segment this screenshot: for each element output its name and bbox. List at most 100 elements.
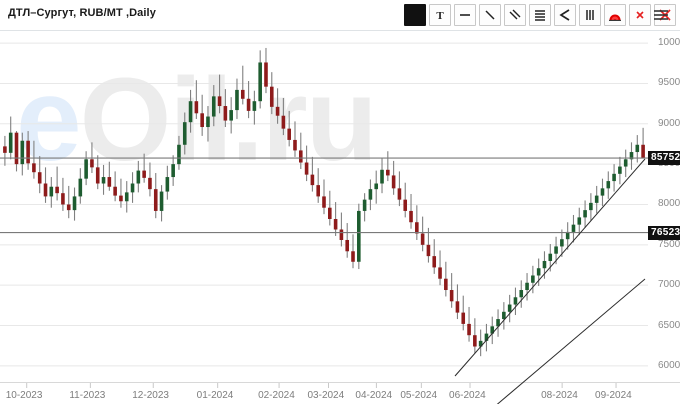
- candle-body-up: [130, 183, 135, 193]
- candle-body-down: [287, 128, 291, 140]
- candle-body-down: [148, 177, 152, 190]
- text-icon: T: [436, 10, 444, 22]
- candle-body-down: [420, 233, 425, 245]
- candle-body-down: [194, 101, 199, 114]
- candle-body-up: [374, 183, 379, 190]
- vertical-lines-button[interactable]: [579, 4, 601, 26]
- candle-body-up: [49, 186, 54, 197]
- candlestick-svg: [0, 42, 680, 404]
- red-arcs-icon: [609, 14, 621, 21]
- candle-body-down: [641, 144, 645, 159]
- date-axis-label: 03-2024: [307, 390, 345, 401]
- candle-body-down: [473, 335, 477, 347]
- candle-body-down: [55, 186, 59, 194]
- chart-plot-area[interactable]: eOil.ru 60000650007000075000800008500090…: [0, 31, 680, 404]
- svg-text:T: T: [436, 10, 444, 22]
- candle-body-down: [3, 146, 7, 153]
- candle-body-up: [72, 196, 77, 211]
- candle-body-up: [368, 189, 373, 200]
- candle-body-down: [37, 172, 42, 184]
- channel-upper-trendline[interactable]: [454, 158, 646, 377]
- candle-body-up: [484, 333, 489, 341]
- candle-body-down: [438, 267, 442, 279]
- candle-body-down: [264, 62, 268, 87]
- candle-body-down: [240, 89, 245, 99]
- candle-body-up: [623, 159, 628, 167]
- candle-body-down: [217, 96, 222, 107]
- candle-body-down: [415, 222, 419, 234]
- candle-body-up: [258, 62, 262, 102]
- candle-body-up: [513, 297, 518, 305]
- candle-body-down: [107, 177, 112, 187]
- horizontal-line-button[interactable]: [454, 4, 476, 26]
- candle-body-down: [426, 244, 431, 257]
- candle-body-up: [600, 188, 605, 196]
- candle-body-up: [496, 319, 500, 327]
- candle-body-up: [606, 181, 611, 189]
- channel-lower-trendline[interactable]: [487, 278, 646, 404]
- candle-body-down: [275, 106, 280, 116]
- horizontal-line-icon: [460, 14, 470, 16]
- vertical-bars-icon: [586, 10, 594, 20]
- fan-lines-button[interactable]: [554, 4, 576, 26]
- horizontal-levels-button[interactable]: [529, 4, 551, 26]
- candle-body-down: [455, 301, 460, 313]
- candle-body-down: [293, 139, 297, 151]
- chart-header: ДТЛ–Сургут, RUB/MT ,Daily T: [0, 0, 680, 31]
- candle-body-down: [316, 185, 320, 197]
- price-tag-lower: 76523: [648, 225, 680, 240]
- candle-body-up: [165, 177, 170, 192]
- candle-body-up: [577, 217, 582, 225]
- candle-body-down: [43, 183, 48, 197]
- candle-body-up: [252, 101, 257, 111]
- candle-body-up: [519, 290, 524, 298]
- candle-body-down: [449, 290, 454, 302]
- double-diagonal-line-icon: [509, 9, 521, 20]
- candle-body-down: [328, 207, 332, 220]
- date-axis-label: 04-2024: [355, 390, 393, 401]
- date-axis-label: 01-2024: [196, 390, 234, 401]
- drawing-toolbar: T: [404, 4, 676, 26]
- candle-body-up: [101, 177, 106, 184]
- price-axis-label: 90000: [658, 117, 680, 129]
- candle-body-up: [583, 210, 587, 218]
- candle-body-down: [397, 188, 402, 200]
- candle-body-down: [333, 219, 338, 230]
- delete-selected-button[interactable]: [629, 4, 651, 26]
- candle-body-down: [90, 159, 94, 168]
- candle-body-up: [235, 89, 239, 111]
- price-axis-label: 95000: [658, 77, 680, 89]
- candle-body-down: [26, 140, 30, 164]
- trendline-button[interactable]: [479, 4, 501, 26]
- price-axis-label: 60000: [658, 359, 680, 371]
- candle-body-up: [380, 169, 384, 184]
- candle-body-down: [119, 195, 123, 202]
- color-swatch-button[interactable]: [404, 4, 426, 26]
- candle-body-up: [531, 275, 535, 283]
- page-title: ДТЛ–Сургут, RUB/MT ,Daily: [8, 7, 156, 19]
- candle-body-up: [589, 202, 593, 211]
- price-axis-label: 80000: [658, 198, 680, 210]
- candle-body-up: [542, 260, 547, 269]
- candle-body-down: [298, 150, 303, 163]
- candle-body-up: [177, 144, 181, 165]
- date-axis-label: 02-2024: [258, 390, 295, 401]
- candle-body-up: [124, 192, 129, 202]
- trendlines-group[interactable]: [454, 158, 646, 404]
- fibonacci-arcs-button[interactable]: [604, 4, 626, 26]
- candle-body-up: [136, 170, 141, 184]
- candle-body-up: [536, 268, 541, 276]
- candle-body-up: [159, 191, 164, 211]
- candle-body-down: [95, 167, 100, 184]
- candle-body-up: [594, 195, 599, 203]
- candle-body-up: [490, 326, 495, 334]
- main-menu-button[interactable]: [652, 6, 670, 24]
- hamburger-icon: [654, 10, 668, 20]
- parallel-channel-button[interactable]: [504, 4, 526, 26]
- reference-lines-group: [0, 157, 650, 234]
- candle-body-down: [153, 189, 158, 211]
- candle-body-down: [304, 162, 309, 175]
- candle-body-down: [310, 174, 315, 186]
- text-tool-button[interactable]: T: [429, 4, 451, 26]
- candle-body-down: [391, 175, 396, 189]
